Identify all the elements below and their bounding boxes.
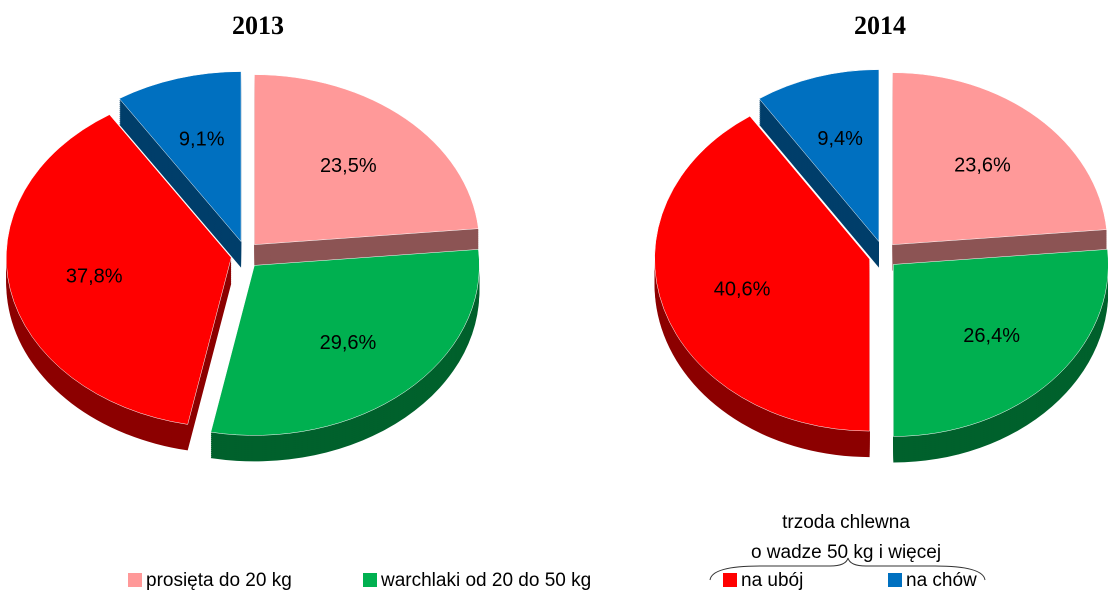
value-label: 23,6%	[954, 154, 1011, 176]
slice	[254, 74, 479, 245]
value-label: 23,5%	[320, 155, 377, 177]
slice	[210, 249, 480, 436]
annotation: trzoda chlewna	[782, 512, 910, 533]
labels: 23,5% 29,6% 37,8% 9,1% 23,6% 26,4% 40,6% 9,4%	[66, 128, 1020, 354]
value-label: 37,8%	[66, 266, 123, 288]
value-label: 26,4%	[963, 325, 1020, 347]
value-label: 9,4%	[817, 128, 863, 150]
slice	[892, 72, 1107, 245]
slice	[6, 114, 232, 425]
slice	[758, 69, 880, 243]
chart-title: 2013	[232, 11, 284, 40]
legend-swatch	[723, 573, 737, 587]
slice	[118, 71, 242, 243]
slice	[654, 115, 870, 432]
value-label: 9,1%	[179, 129, 225, 151]
legend-swatch	[888, 573, 902, 587]
legend-swatch	[128, 573, 142, 587]
legend-label: na ubój	[741, 570, 803, 591]
legend-label: na chów	[906, 570, 977, 591]
value-label: 29,6%	[320, 332, 377, 354]
annotation: o wadze 50 kg i więcej	[751, 542, 941, 563]
brace	[709, 557, 986, 581]
chart-title: 2014	[854, 11, 906, 40]
legend-swatch	[363, 573, 377, 587]
value-label: 40,6%	[714, 278, 771, 300]
tops	[6, 69, 1108, 437]
slice	[893, 249, 1108, 437]
legend-label: prosięta do 20 kg	[146, 570, 292, 591]
legend-label: warchlaki od 20 do 50 kg	[380, 570, 591, 591]
